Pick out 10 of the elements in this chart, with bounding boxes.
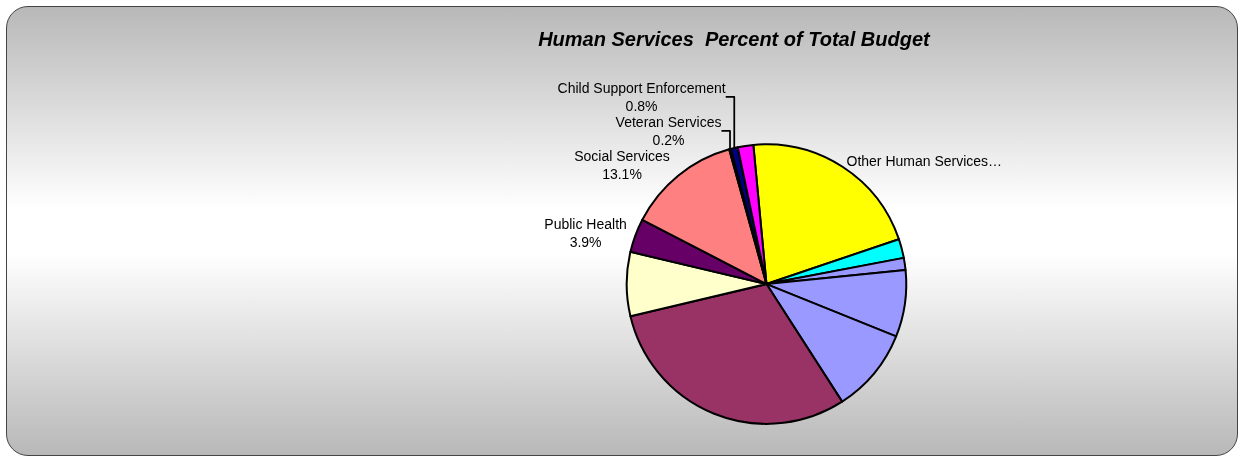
data-label: 0.8% xyxy=(625,97,658,114)
chart-title: Human Services Percent of Total Budget xyxy=(538,28,932,51)
slice-label: Other Human Services… xyxy=(846,153,1003,170)
slice-label: Child Support Enforcement xyxy=(557,79,726,96)
data-label: 13.1% xyxy=(602,166,642,183)
data-label: 3.9% xyxy=(569,234,602,251)
slice-label: Social Services xyxy=(574,148,670,165)
slice-label: Public Health xyxy=(544,216,627,233)
data-label: 0.2% xyxy=(652,132,685,149)
slice-label: Veteran Services xyxy=(615,113,722,130)
